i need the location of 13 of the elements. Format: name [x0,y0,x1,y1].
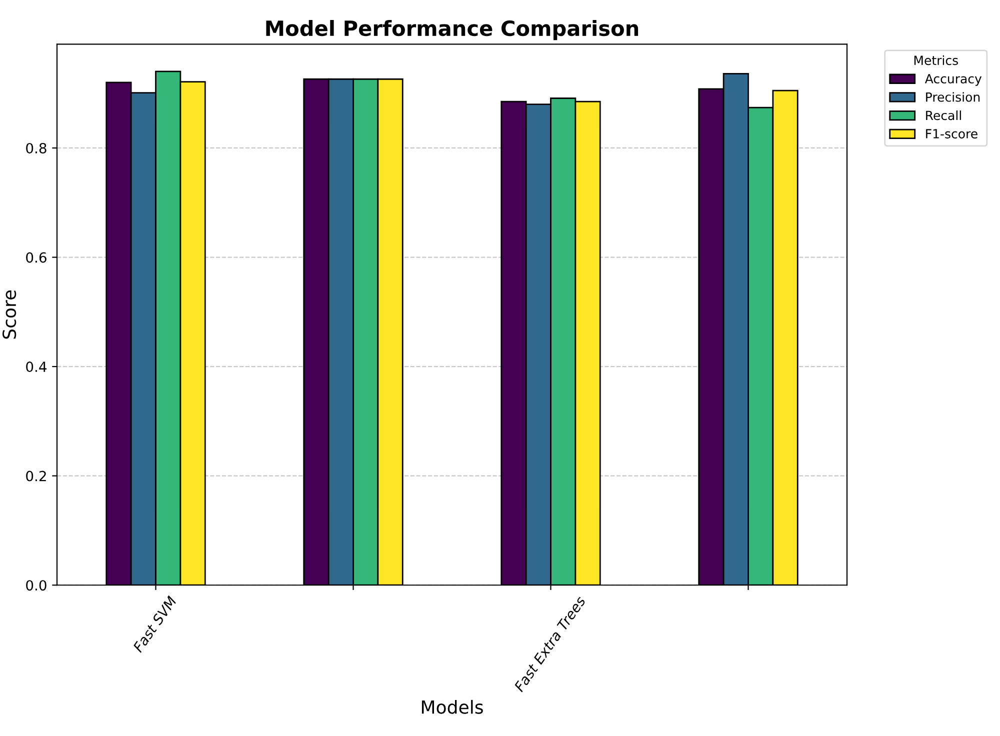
legend-label: Recall [926,110,961,120]
legend-title: Metrics [914,55,958,66]
chart-title: Model Performance Comparison [266,20,638,40]
legend-label: Precision [926,92,980,102]
y-tick-label: 0.0 [26,580,46,591]
x-axis-title: Models [422,700,483,714]
y-tick-label: 0.2 [26,470,46,482]
y-tick-label: 0.6 [26,252,46,263]
legend-label: F1-score [926,129,978,138]
y-tick-label: 0.8 [26,142,46,154]
y-axis-title: Score [2,290,16,339]
legend-label: Accuracy [924,74,982,86]
y-tick-label: 0.4 [26,362,46,372]
